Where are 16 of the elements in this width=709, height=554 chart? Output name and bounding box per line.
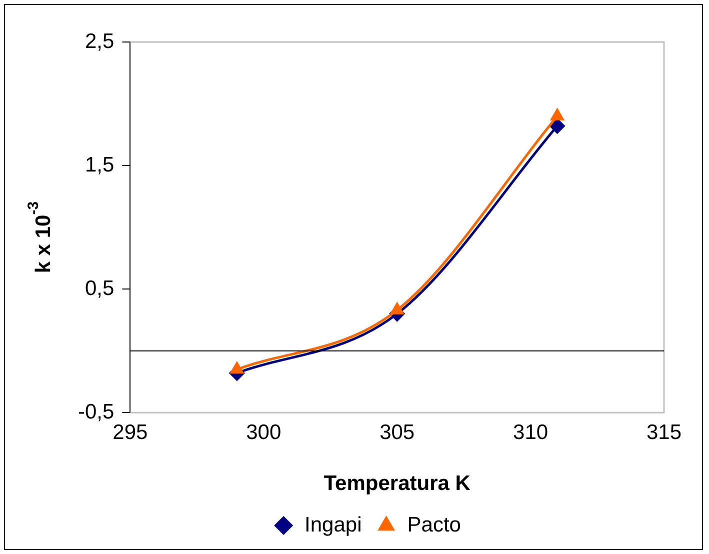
y-tick-label: 2,5 [84, 30, 114, 53]
x-tick-label: 295 [112, 420, 148, 444]
point [230, 362, 244, 374]
y-axis-title: k x 10-3 [25, 201, 55, 274]
x-tick-label: 300 [246, 420, 282, 444]
y-tick-label: 1,5 [84, 153, 114, 176]
x-tick-label: 310 [513, 420, 548, 444]
x-tick-label: 315 [646, 420, 682, 444]
x-tick-label: 305 [380, 420, 415, 444]
legend-label: Pacto [407, 513, 461, 536]
legend-label: Ingapi [304, 513, 362, 536]
point [550, 108, 564, 120]
y-tick-label: 0,5 [84, 276, 114, 300]
x-axis-title: Temperatura K [324, 472, 470, 496]
y-tick-label: -0,5 [78, 400, 114, 424]
point [390, 302, 404, 314]
